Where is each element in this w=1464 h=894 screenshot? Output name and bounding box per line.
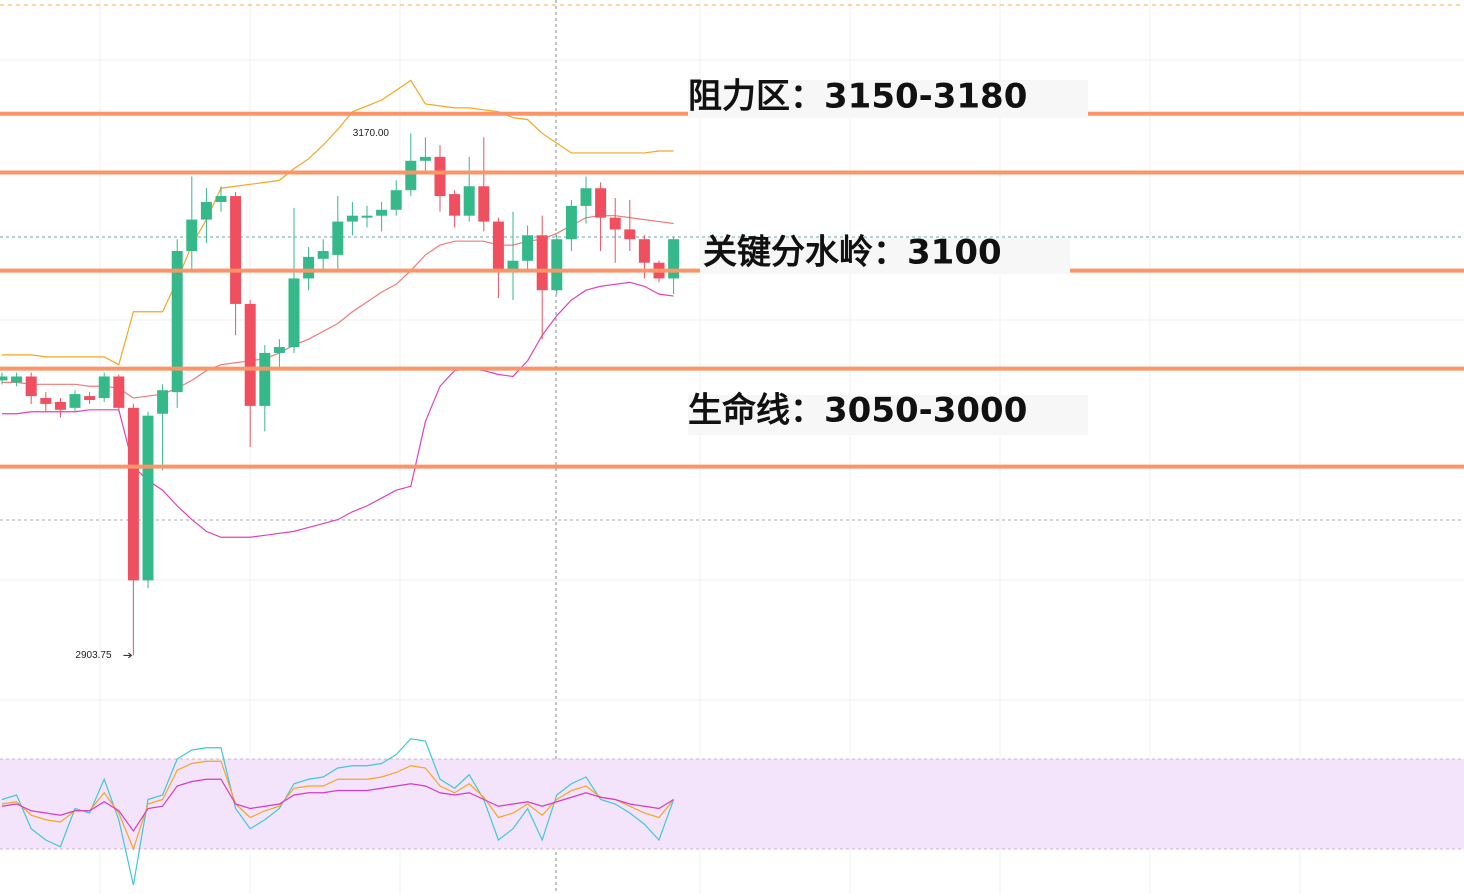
candle-body <box>449 194 461 216</box>
candle-body <box>551 239 563 291</box>
indicator-line <box>1 760 675 851</box>
candle-body <box>522 235 534 261</box>
candle-body <box>127 407 139 581</box>
candle-body <box>405 160 417 191</box>
candle-body <box>478 186 490 222</box>
candle-body <box>244 303 256 406</box>
annotation-bg <box>688 80 1088 118</box>
indicator-line <box>1 778 674 833</box>
candle-body <box>595 188 607 218</box>
candle-body <box>419 156 431 161</box>
candle-body <box>624 229 636 240</box>
candle-body <box>142 415 154 581</box>
price-label: 3170.00 <box>353 128 390 139</box>
annotation-bg <box>700 238 1070 274</box>
candle-body <box>0 376 8 381</box>
candle-body <box>288 278 300 348</box>
candle-body <box>434 156 446 197</box>
candle-body <box>332 221 344 255</box>
candle-body <box>230 196 242 304</box>
candle-body <box>361 215 373 218</box>
band-line <box>2 79 674 366</box>
candle-body <box>157 390 169 414</box>
candle-body <box>200 201 212 220</box>
candle-body <box>69 394 81 408</box>
candle-body <box>171 250 183 393</box>
candle-body <box>668 239 680 279</box>
price-arrow-head <box>128 652 133 659</box>
annotation-bg <box>688 395 1088 435</box>
candle-body <box>565 205 577 240</box>
indicator-band <box>0 759 1464 849</box>
candle-body <box>273 347 285 353</box>
candle-body <box>376 209 388 216</box>
candle-body <box>40 398 52 404</box>
band-line <box>2 281 674 538</box>
candle-body <box>390 190 402 210</box>
candle-body <box>215 196 227 202</box>
annotation: 生命线：3050-3000 <box>688 391 1027 431</box>
candle-body <box>492 221 504 271</box>
candle-body <box>346 215 358 222</box>
candle-body <box>113 376 125 408</box>
candle-body <box>609 217 621 230</box>
plot: 阻力区：3150-3180 关键分水岭：3100 生命线：3050-3000 3170… <box>0 77 1464 886</box>
candle-body <box>536 235 548 291</box>
candle-body <box>303 256 315 279</box>
candle-body <box>98 376 110 399</box>
candle-body <box>259 352 271 406</box>
candle-body <box>54 401 66 410</box>
candle-body <box>638 239 650 263</box>
candle-body <box>25 376 37 397</box>
price-label: 2903.75 <box>75 650 112 661</box>
candle-body <box>463 186 475 216</box>
candle-body <box>580 188 592 206</box>
candle-body <box>317 250 329 259</box>
candle-body <box>186 219 198 251</box>
candle-body <box>11 376 23 383</box>
annotation: 阻力区：3150-3180 <box>688 77 1027 117</box>
candle-body <box>84 396 96 400</box>
annotation: 关键分水岭：3100 <box>703 233 1002 273</box>
candle-body <box>507 260 519 271</box>
